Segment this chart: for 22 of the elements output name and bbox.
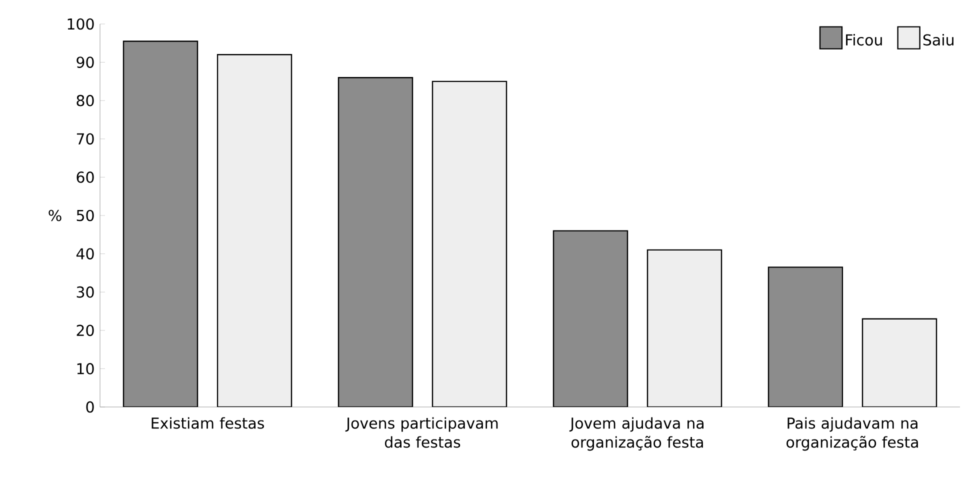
bar (862, 318, 938, 407)
bar (646, 249, 722, 407)
legend-label: Saiu (923, 34, 954, 46)
y-axis-title: % (48, 210, 62, 222)
y-tick-label: 100 (68, 18, 94, 30)
y-tick-label: 50 (76, 210, 94, 222)
y-tick-label: 80 (76, 94, 94, 106)
x-tick-label: Jovens participavam das festas (345, 417, 498, 448)
bar (432, 80, 508, 407)
y-tick-label: 70 (76, 133, 94, 145)
x-tick-label: Jovem ajudava na organização festa (569, 417, 704, 451)
x-tick-label: Existiam festas (152, 417, 264, 429)
y-tick-label: 90 (76, 56, 94, 68)
y-tick-label: 20 (76, 324, 94, 336)
y-tick-label: 10 (77, 363, 94, 374)
bar (216, 54, 292, 407)
legend-label: Ficou (846, 34, 882, 46)
y-tick-label: 30 (76, 286, 94, 298)
y-tick-label: 40 (76, 248, 94, 260)
y-tick-label: 0 (86, 401, 94, 413)
y-tick-label: 60 (76, 172, 94, 183)
x-tick-label: Pais ajudavam na organização festa (786, 417, 918, 451)
